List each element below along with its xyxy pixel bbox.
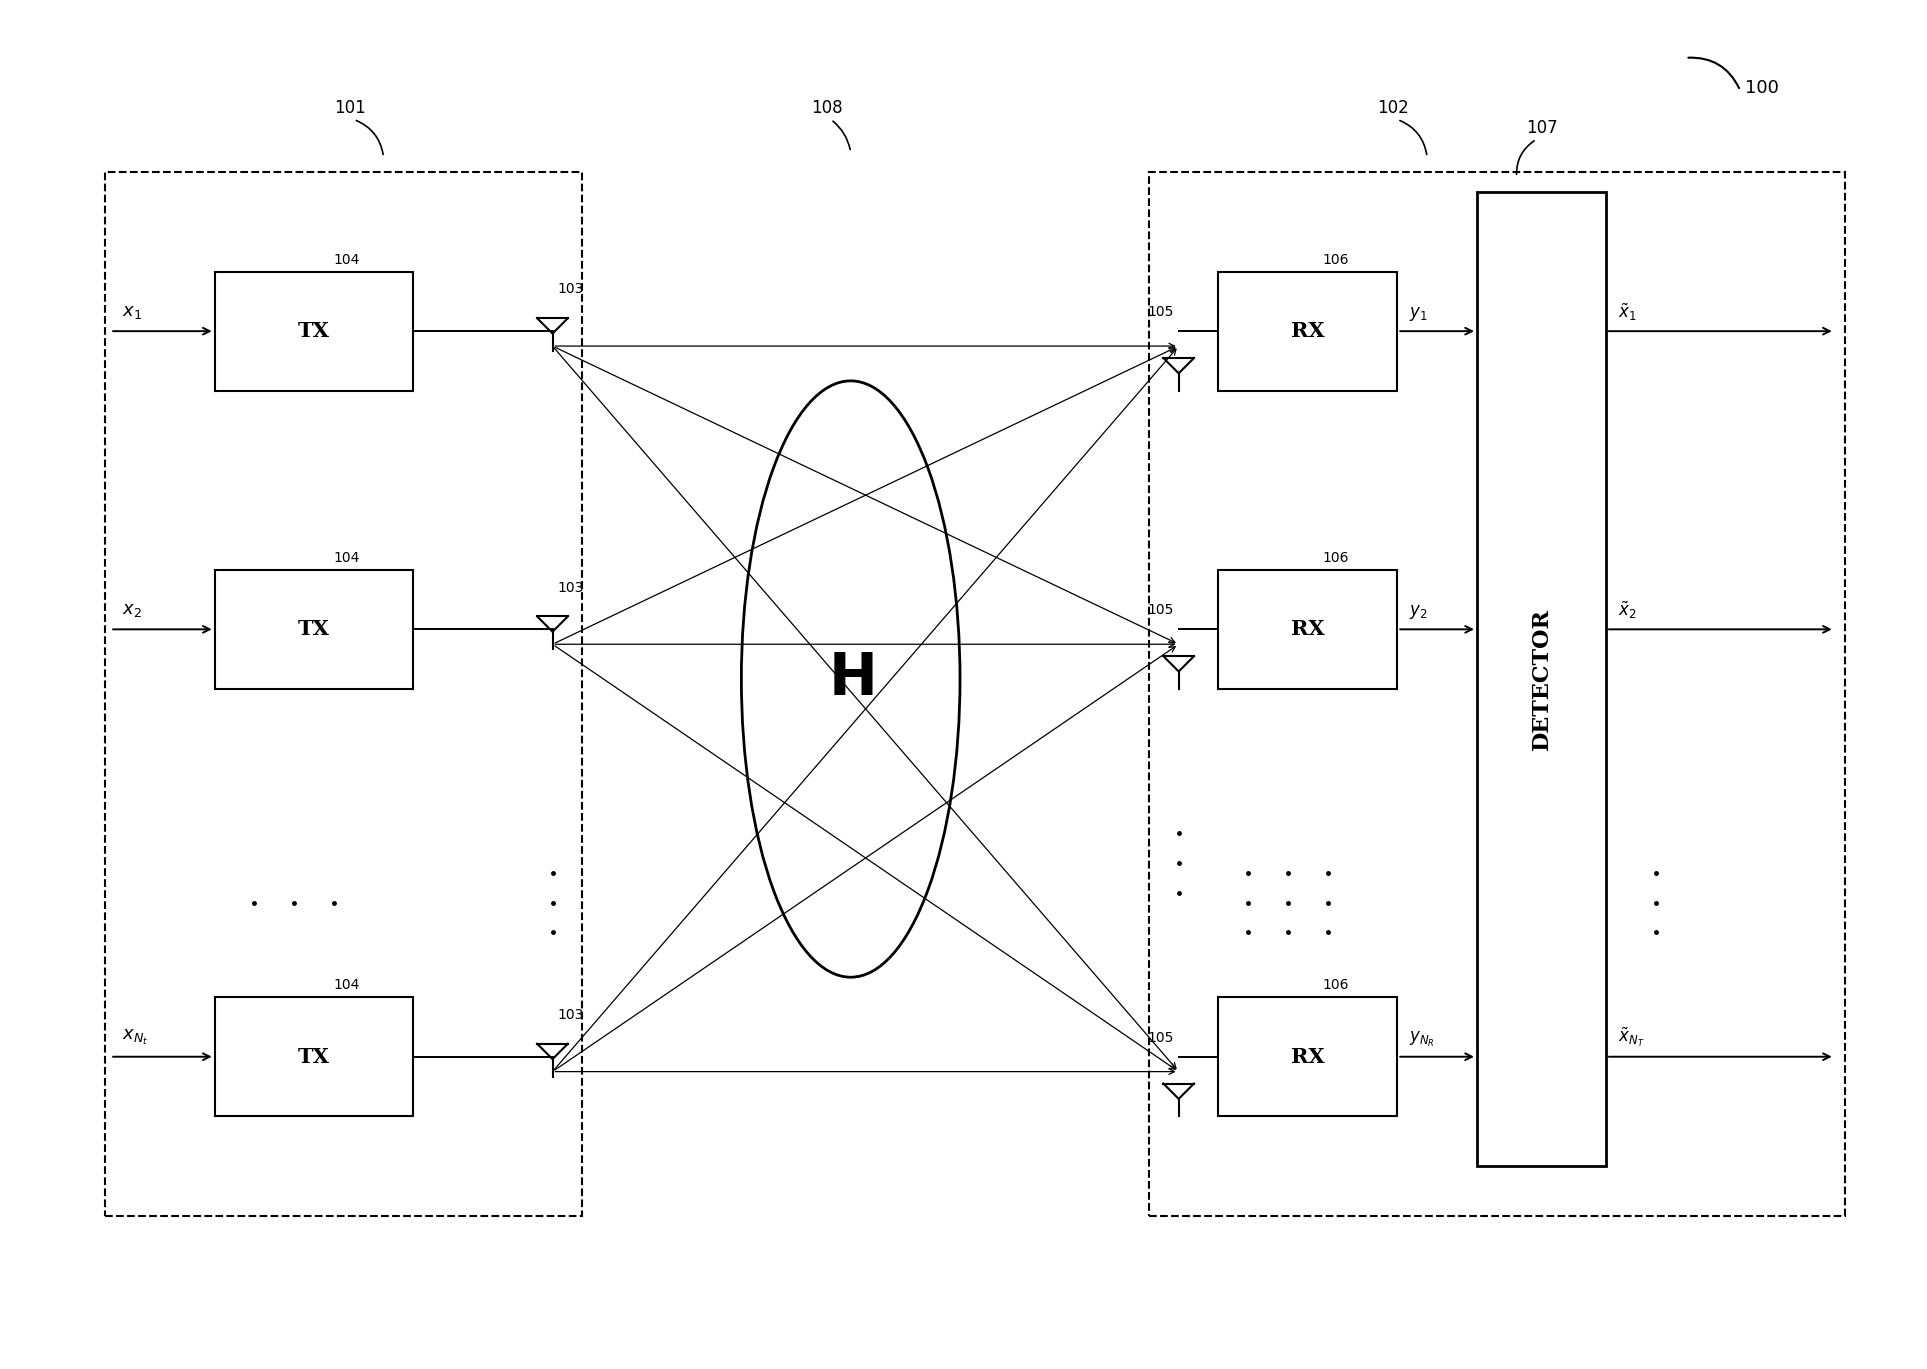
Bar — [214, 570, 414, 689]
Text: $\tilde{x}_{N_T}$: $\tilde{x}_{N_T}$ — [1619, 1025, 1644, 1049]
Text: $\tilde{x}_2$: $\tilde{x}_2$ — [1619, 600, 1636, 622]
Bar — [1218, 997, 1397, 1116]
Text: 104: 104 — [333, 252, 360, 267]
Text: TX: TX — [299, 619, 330, 639]
Text: 102: 102 — [1378, 100, 1409, 118]
Text: 103: 103 — [557, 1008, 584, 1021]
Text: 103: 103 — [557, 282, 584, 296]
Text: 106: 106 — [1322, 550, 1349, 565]
Text: RX: RX — [1291, 322, 1324, 341]
Text: $x_{N_t}$: $x_{N_t}$ — [121, 1028, 148, 1047]
Text: $y_2$: $y_2$ — [1409, 604, 1428, 622]
Bar — [1218, 570, 1397, 689]
Text: 100: 100 — [1746, 78, 1779, 97]
Bar — [106, 172, 582, 1216]
Text: $y_1$: $y_1$ — [1409, 305, 1428, 323]
Text: 106: 106 — [1322, 252, 1349, 267]
Text: TX: TX — [299, 322, 330, 341]
Text: $x_1$: $x_1$ — [121, 303, 143, 322]
Text: 105: 105 — [1147, 1031, 1174, 1045]
Text: 108: 108 — [811, 100, 842, 118]
Bar — [1476, 192, 1605, 1166]
Text: 103: 103 — [557, 580, 584, 594]
Bar — [1148, 172, 1844, 1216]
Text: $x_2$: $x_2$ — [121, 601, 143, 619]
Text: 105: 105 — [1147, 305, 1174, 319]
Text: 106: 106 — [1322, 977, 1349, 993]
Text: TX: TX — [299, 1047, 330, 1066]
Text: 105: 105 — [1147, 604, 1174, 617]
Text: RX: RX — [1291, 619, 1324, 639]
Text: 107: 107 — [1526, 119, 1559, 137]
Text: $\tilde{x}_1$: $\tilde{x}_1$ — [1619, 303, 1636, 323]
Text: 104: 104 — [333, 550, 360, 565]
Text: 101: 101 — [333, 100, 366, 118]
Text: 104: 104 — [333, 977, 360, 993]
Bar — [214, 997, 414, 1116]
Text: $\mathbf{H}$: $\mathbf{H}$ — [829, 652, 873, 706]
Bar — [1218, 271, 1397, 390]
Bar — [214, 271, 414, 390]
Text: RX: RX — [1291, 1047, 1324, 1066]
Text: DETECTOR: DETECTOR — [1530, 608, 1553, 750]
Text: $y_{N_R}$: $y_{N_R}$ — [1409, 1029, 1436, 1049]
